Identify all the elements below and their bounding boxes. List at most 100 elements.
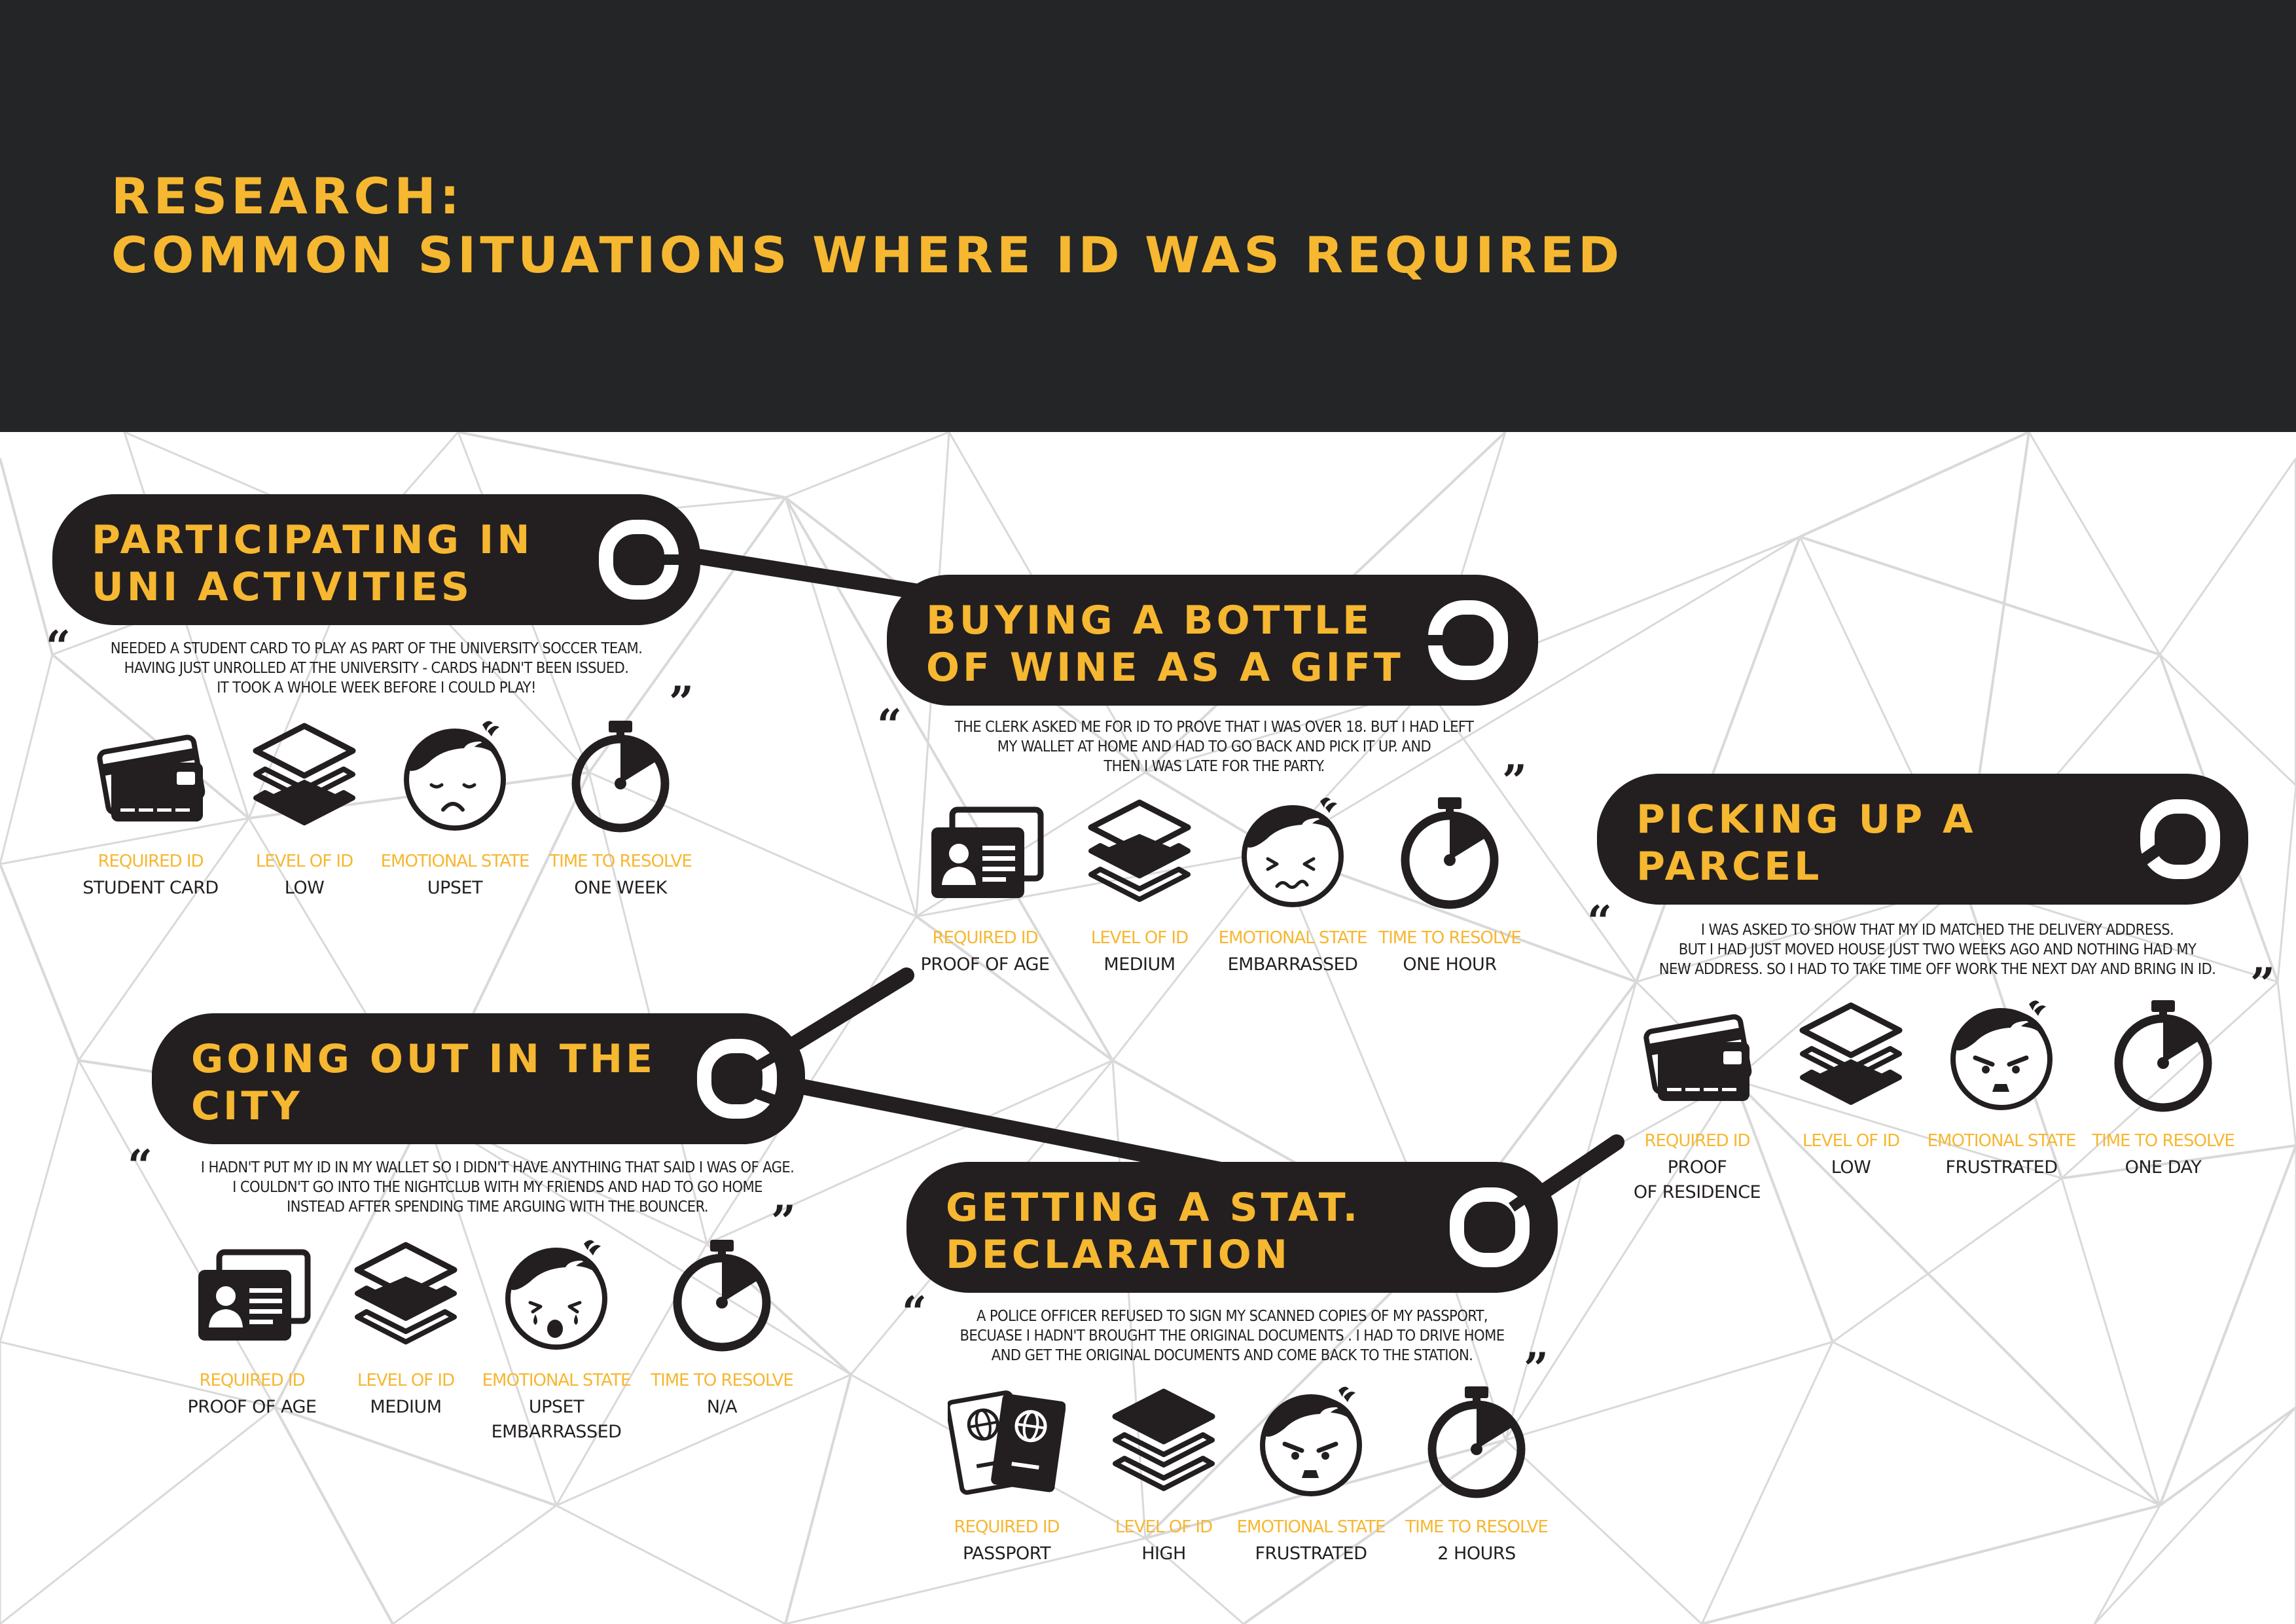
background-line bbox=[588, 771, 917, 918]
background-line bbox=[0, 1406, 276, 1624]
background-line bbox=[1111, 1060, 1147, 1539]
background-line bbox=[424, 1112, 558, 1506]
background-line bbox=[77, 818, 250, 1061]
stopwatch-icon bbox=[2104, 996, 2222, 1114]
background-line bbox=[0, 863, 80, 1061]
background-line bbox=[392, 1504, 557, 1624]
ring-icon bbox=[599, 520, 687, 600]
quote-line: HAVING JUST UNROLLED AT THE UNIVERSITY -… bbox=[124, 659, 629, 677]
metric-label: REQUIRED ID bbox=[954, 1517, 1060, 1537]
background-line bbox=[2093, 1505, 2161, 1624]
layers-low-icon bbox=[245, 717, 363, 835]
quote-line: MY WALLET AT HOME AND HAD TO GO BACK AND… bbox=[997, 737, 1431, 755]
layers-medium-icon bbox=[347, 1236, 465, 1354]
metric-label: TIME TO RESOLVE bbox=[1405, 1517, 1549, 1537]
stopwatch-icon bbox=[1391, 793, 1509, 911]
background-line bbox=[1733, 1079, 2161, 1507]
scenario-card-going-out-city: GOING OUT IN THE CITY bbox=[152, 1013, 805, 1144]
quote-line: THEN I WAS LATE FOR THE PARTY. bbox=[1103, 757, 1325, 775]
quote-line: INSTEAD AFTER SPENDING TIME ARGUING WITH… bbox=[287, 1197, 708, 1216]
metric-label: EMOTIONAL STATE bbox=[1927, 1131, 2077, 1151]
scenario-card-picking-up-parcel: PICKING UP A PARCEL bbox=[1597, 774, 2248, 905]
background-line bbox=[1505, 1341, 1833, 1441]
stopwatch-icon bbox=[1418, 1382, 1535, 1500]
background-line bbox=[915, 915, 1114, 1062]
background-line bbox=[1111, 850, 1278, 1061]
layers-medium-icon bbox=[1081, 793, 1198, 911]
background-line bbox=[2159, 1406, 2296, 1507]
metric-value: PROOF OF AGE bbox=[920, 954, 1050, 975]
metric-value: FRUSTRATED bbox=[1255, 1543, 1367, 1564]
background-line bbox=[0, 817, 249, 865]
background-line bbox=[784, 496, 1114, 1062]
metric-value: HIGH bbox=[1141, 1543, 1186, 1564]
upset-face-icon bbox=[396, 717, 514, 835]
metric-value: OF RESIDENCE bbox=[1633, 1182, 1761, 1202]
metric-label: TIME TO RESOLVE bbox=[2092, 1131, 2235, 1151]
metric-label: EMOTIONAL STATE bbox=[482, 1371, 632, 1390]
background-line bbox=[1504, 1439, 1703, 1624]
metric-label: LEVEL OF ID bbox=[1090, 928, 1189, 948]
background-line bbox=[1832, 1177, 2062, 1343]
background-line bbox=[0, 654, 54, 865]
open-quote-mark: “ bbox=[128, 1140, 152, 1191]
background-line bbox=[1734, 1079, 2062, 1180]
background-line bbox=[0, 1341, 276, 1409]
embarrassed-face-icon bbox=[1234, 793, 1352, 911]
ring-icon bbox=[2138, 799, 2220, 879]
background-line bbox=[1635, 536, 1801, 983]
scenario-quote: I HADN'T PUT MY ID IN MY WALLET SO I DID… bbox=[157, 1157, 838, 1216]
scenario-title-line: CITY bbox=[191, 1083, 303, 1129]
open-quote-mark: “ bbox=[46, 621, 71, 672]
id-card-icon bbox=[193, 1236, 311, 1354]
background-line bbox=[1701, 1504, 2161, 1624]
quote-line: I HADN'T PUT MY ID IN MY WALLET SO I DID… bbox=[200, 1158, 795, 1176]
close-quote-mark: ” bbox=[1502, 755, 1527, 806]
background-line bbox=[1144, 1242, 1441, 1540]
metric-value: EMBARRASSED bbox=[1227, 954, 1358, 975]
quote-line: I WAS ASKED TO SHOW THAT MY ID MATCHED T… bbox=[1700, 920, 2174, 939]
scenario-title-line: PICKING UP A bbox=[1636, 797, 1977, 842]
scenario-title: GETTING A STAT. DECLARATION bbox=[946, 1184, 1361, 1278]
quote-line: IT TOOK A WHOLE WEEK BEFORE I COULD PLAY… bbox=[217, 678, 536, 696]
scenario-title-line: OF WINE AS A GIFT bbox=[926, 645, 1404, 691]
background-line bbox=[1799, 431, 2030, 538]
scenario-title-line: GOING OUT IN THE bbox=[191, 1036, 656, 1082]
metric-label: TIME TO RESOLVE bbox=[1378, 928, 1522, 948]
metric-value: ONE DAY bbox=[2125, 1157, 2202, 1178]
background-line bbox=[274, 1406, 557, 1507]
metric-value: UPSET bbox=[528, 1397, 584, 1417]
background-line bbox=[51, 653, 250, 820]
background-line bbox=[916, 850, 1277, 918]
page-title: RESEARCH: COMMON SITUATIONS WHERE ID WAS… bbox=[111, 167, 1623, 285]
background-line bbox=[274, 1407, 394, 1624]
metric-label: EMOTIONAL STATE bbox=[1236, 1517, 1386, 1537]
background-line bbox=[1276, 535, 1801, 852]
ring-icon bbox=[1450, 1187, 1536, 1267]
background-line bbox=[274, 1112, 427, 1408]
scenario-title-line: UNI ACTIVITIES bbox=[92, 564, 473, 610]
metric-value: MEDIUM bbox=[1103, 954, 1175, 975]
background-line bbox=[2060, 1178, 2161, 1506]
background-line bbox=[556, 1504, 786, 1624]
credit-card-icon bbox=[92, 717, 209, 835]
background-line bbox=[1242, 1439, 1507, 1624]
background-line bbox=[2159, 458, 2296, 655]
scenario-title: GOING OUT IN THE CITY bbox=[191, 1036, 656, 1130]
header-band: RESEARCH: COMMON SITUATIONS WHERE ID WAS… bbox=[0, 0, 2296, 432]
background-line bbox=[706, 1059, 1113, 1245]
background-line bbox=[588, 772, 708, 1244]
connector-uni-to-wine bbox=[689, 549, 931, 600]
background-line bbox=[2028, 431, 2161, 655]
open-quote-mark: “ bbox=[1587, 896, 1612, 947]
scenario-quote: THE CLERK ASKED ME FOR ID TO PROVE THAT … bbox=[913, 717, 1515, 776]
background-line bbox=[2061, 1144, 2296, 1180]
background-line bbox=[2159, 1145, 2296, 1506]
ring-icon bbox=[1418, 600, 1508, 680]
metric-label: REQUIRED ID bbox=[199, 1371, 305, 1390]
open-quote-mark: “ bbox=[877, 700, 902, 751]
background-line bbox=[0, 458, 54, 655]
scenario-title-line: BUYING A BOTTLE bbox=[926, 598, 1373, 643]
scenario-card-bottle-of-wine: BUYING A BOTTLE OF WINE AS A GIFT bbox=[887, 575, 1538, 706]
background-line bbox=[425, 1111, 852, 1376]
